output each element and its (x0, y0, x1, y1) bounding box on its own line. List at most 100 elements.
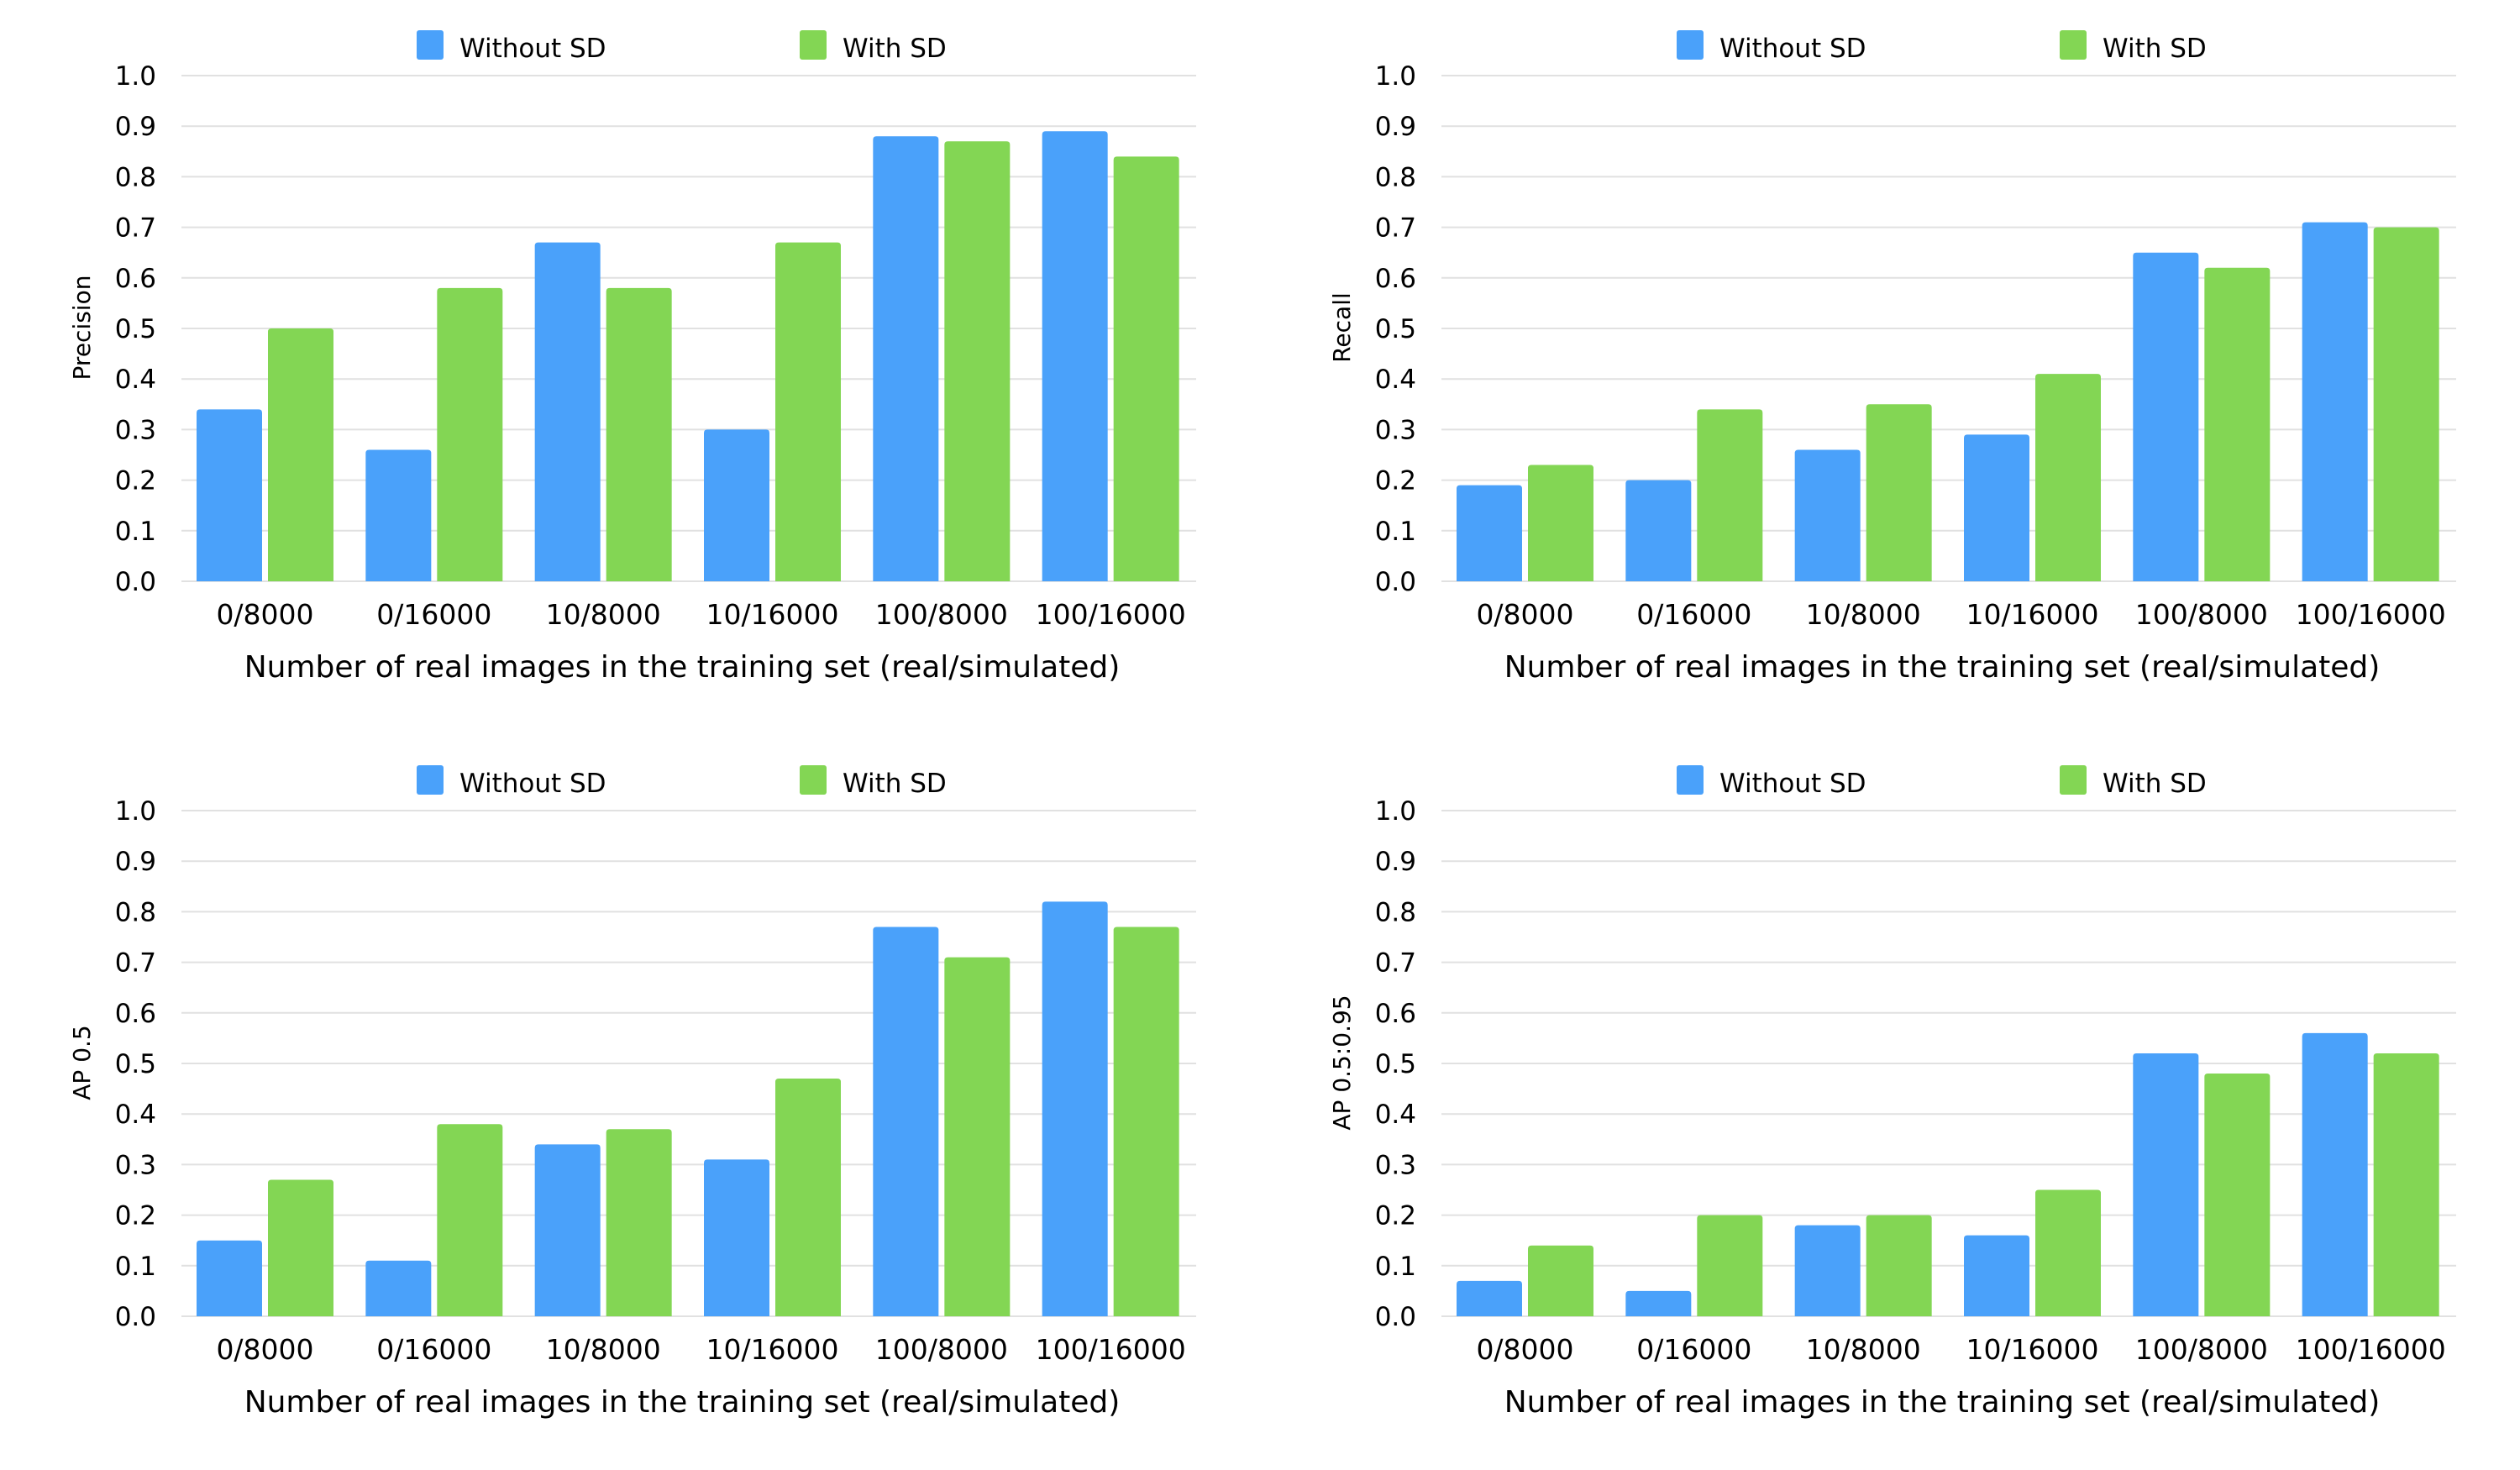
legend-swatch-with-sd (800, 30, 827, 60)
bar-with-sd (944, 957, 1011, 1316)
y-tick-label: 0.1 (115, 1252, 156, 1282)
y-tick-label: 0.4 (115, 1100, 156, 1130)
ap50-95-chart-svg: 0.0 0.1 0.2 0.3 0.4 0.5 0.6 0.7 0.8 0.9 1.0 0/8000… (1328, 765, 2456, 1420)
y-tick-label: 0.7 (1375, 213, 1416, 244)
bar-without-sd (534, 1144, 601, 1316)
recall-chart-svg: 0.0 0.1 0.2 0.3 0.4 0.5 0.6 0.7 0.8 0.9 1.0 0/8000… (1328, 30, 2456, 685)
y-tick-label: 1.0 (1375, 796, 1416, 827)
bar-without-sd (197, 409, 262, 581)
bar-with-sd (1866, 1215, 1932, 1316)
x-tick-label: 100/16000 (1036, 598, 1186, 631)
legend-swatch-without-sd (417, 30, 444, 60)
bar-with-sd (2373, 227, 2439, 581)
x-tick-label: 100/8000 (875, 1333, 1008, 1366)
y-tick-label: 0.4 (1375, 1100, 1416, 1130)
x-tick-label: 10/16000 (706, 1333, 838, 1366)
bar-without-sd (1964, 1235, 2029, 1316)
bar-without-sd (1964, 434, 2029, 581)
bar-without-sd (1625, 1290, 1692, 1316)
y-tick-label: 0.5 (1375, 1049, 1416, 1079)
x-tick-label: 10/8000 (546, 1333, 661, 1366)
y-tick-labels: 0.0 0.1 0.2 0.3 0.4 0.5 0.6 0.7 0.8 0.9 1.0 (1375, 61, 1416, 597)
legend-swatch-with-sd (800, 765, 827, 795)
x-tick-label: 100/16000 (2296, 598, 2446, 631)
gridlines (1441, 810, 2456, 1317)
y-tick-label: 0.8 (115, 162, 156, 192)
bar-with-sd (606, 1129, 672, 1316)
x-axis-label: Number of real images in the training se… (244, 650, 1121, 685)
y-tick-label: 0.9 (115, 847, 156, 877)
legend: Without SD With SD (417, 765, 947, 799)
bar-with-sd (606, 287, 672, 581)
ap50-chart: 0.0 0.1 0.2 0.3 0.4 0.5 0.6 0.7 0.8 0.9 1.0 0/8000… (0, 735, 1260, 1470)
legend-swatch-with-sd (2060, 765, 2087, 795)
bar-without-sd (365, 449, 432, 581)
y-tick-label: 0.6 (1375, 264, 1416, 294)
y-tick-label: 0.2 (1375, 466, 1416, 496)
x-tick-label: 0/8000 (1476, 598, 1573, 631)
y-tick-label: 1.0 (115, 61, 156, 92)
y-tick-label: 0.8 (115, 897, 156, 927)
y-tick-label: 1.0 (1375, 61, 1416, 92)
bar-without-sd (1794, 1225, 1861, 1316)
legend-swatch-without-sd (1677, 30, 1704, 60)
bar-without-sd (873, 927, 939, 1316)
bar-with-sd (2035, 374, 2101, 581)
y-tick-label: 0.5 (115, 314, 156, 344)
legend-label-without-sd: Without SD (459, 34, 606, 64)
bar-without-sd (1042, 131, 1108, 582)
category-labels: 0/8000 0/16000 10/8000 10/16000 100/8000 100/… (1476, 598, 2445, 631)
bar-with-sd (775, 1079, 841, 1316)
bar-with-sd (268, 1179, 333, 1316)
legend: Without SD With SD (417, 30, 947, 64)
y-tick-label: 0.5 (1375, 314, 1416, 344)
bar-with-sd (268, 328, 333, 581)
y-tick-label: 1.0 (115, 796, 156, 827)
x-tick-label: 100/8000 (875, 598, 1008, 631)
bars (197, 901, 1179, 1316)
y-tick-labels: 0.0 0.1 0.2 0.3 0.4 0.5 0.6 0.7 0.8 0.9 1.0 (115, 796, 156, 1332)
y-axis-label: Precision (68, 276, 96, 381)
x-tick-label: 100/16000 (2296, 1333, 2446, 1366)
y-tick-label: 0.4 (1375, 365, 1416, 395)
bar-without-sd (197, 1240, 262, 1316)
bars (1457, 222, 2439, 581)
bar-without-sd (704, 429, 769, 581)
bar-with-sd (2373, 1053, 2439, 1316)
category-labels: 0/8000 0/16000 10/8000 10/16000 100/8000 100/… (1476, 1333, 2445, 1366)
y-tick-label: 0.3 (115, 415, 156, 445)
precision-chart: 0.0 0.1 0.2 0.3 0.4 0.5 0.6 0.7 0.8 0.9 1.0 0/8000… (0, 0, 1260, 735)
bar-without-sd (2133, 252, 2199, 581)
bar-without-sd (704, 1159, 769, 1316)
bar-without-sd (365, 1260, 432, 1316)
bar-without-sd (2302, 1032, 2368, 1316)
bar-with-sd (1697, 1215, 1763, 1316)
x-tick-label: 100/8000 (2135, 598, 2268, 631)
y-tick-label: 0.6 (1375, 999, 1416, 1029)
y-tick-label: 0.8 (1375, 897, 1416, 927)
x-tick-label: 0/8000 (216, 1333, 313, 1366)
y-tick-label: 0.5 (115, 1049, 156, 1079)
x-tick-label: 0/16000 (1636, 598, 1751, 631)
legend-swatch-without-sd (1677, 765, 1704, 795)
bar-with-sd (1528, 1245, 1593, 1316)
y-tick-label: 0.0 (1375, 567, 1416, 597)
legend-swatch-with-sd (2060, 30, 2087, 60)
y-tick-label: 0.4 (115, 365, 156, 395)
bar-with-sd (1697, 409, 1763, 581)
bar-without-sd (1625, 480, 1692, 581)
y-tick-labels: 0.0 0.1 0.2 0.3 0.4 0.5 0.6 0.7 0.8 0.9 1.0 (115, 61, 156, 597)
x-tick-label: 0/16000 (376, 1333, 491, 1366)
ap50-95-chart: 0.0 0.1 0.2 0.3 0.4 0.5 0.6 0.7 0.8 0.9 1.0 0/8000… (1260, 735, 2520, 1470)
category-labels: 0/8000 0/16000 10/8000 10/16000 100/8000 100/… (216, 598, 1185, 631)
gridlines (181, 75, 1196, 582)
legend: Without SD With SD (1677, 30, 2207, 64)
bar-without-sd (2302, 222, 2368, 581)
x-tick-label: 100/8000 (2135, 1333, 2268, 1366)
y-tick-label: 0.0 (1375, 1302, 1416, 1332)
y-axis-label: Recall (1328, 292, 1356, 363)
bar-without-sd (2133, 1053, 2199, 1316)
gridlines (1441, 75, 2456, 582)
bar-with-sd (1528, 465, 1593, 581)
y-tick-label: 0.9 (1375, 847, 1416, 877)
